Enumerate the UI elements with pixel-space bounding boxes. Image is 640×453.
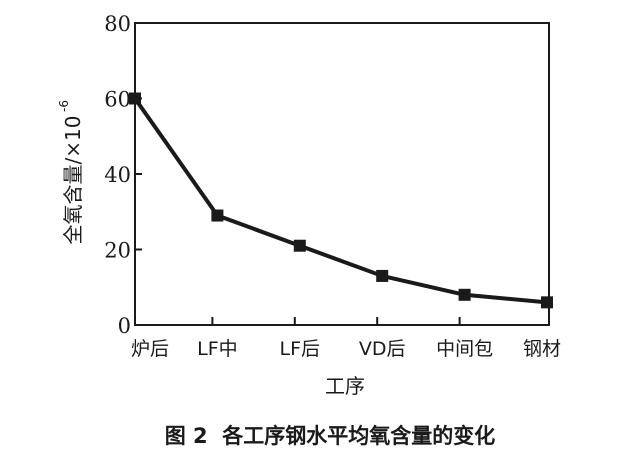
figure-caption: 图 2 各工序钢水平均氧含量的变化: [165, 424, 496, 448]
y-axis-label: 全氧含量/×10 -6: [57, 100, 85, 244]
x-tick-label: LF中: [197, 338, 238, 360]
x-tick-label: 炉后: [131, 338, 169, 360]
x-axis-label: 工序: [325, 374, 365, 398]
y-tick-label: 20: [104, 239, 131, 263]
x-tick-label: 钢材: [523, 338, 561, 360]
y-tick-label: 40: [104, 163, 131, 187]
y-tick-label: 60: [104, 88, 131, 112]
series-line: [133, 97, 548, 305]
data-point-marker: [211, 209, 224, 222]
plot-frame: [134, 22, 550, 326]
x-tick-label: VD后: [359, 338, 406, 360]
x-tick-label: LF后: [280, 338, 321, 360]
y-tick-label: 80: [104, 12, 131, 36]
y-axis-label-text: 全氧含量/×10: [61, 116, 85, 245]
data-point-marker: [293, 239, 306, 252]
data-point-marker: [458, 288, 471, 301]
data-point-marker: [541, 296, 553, 309]
x-tick-label: 中间包: [436, 338, 493, 360]
data-point-marker: [376, 269, 389, 282]
y-tick-label: 0: [118, 314, 131, 338]
y-axis-label-exponent: -6: [57, 100, 71, 112]
data-point-marker: [129, 92, 141, 105]
